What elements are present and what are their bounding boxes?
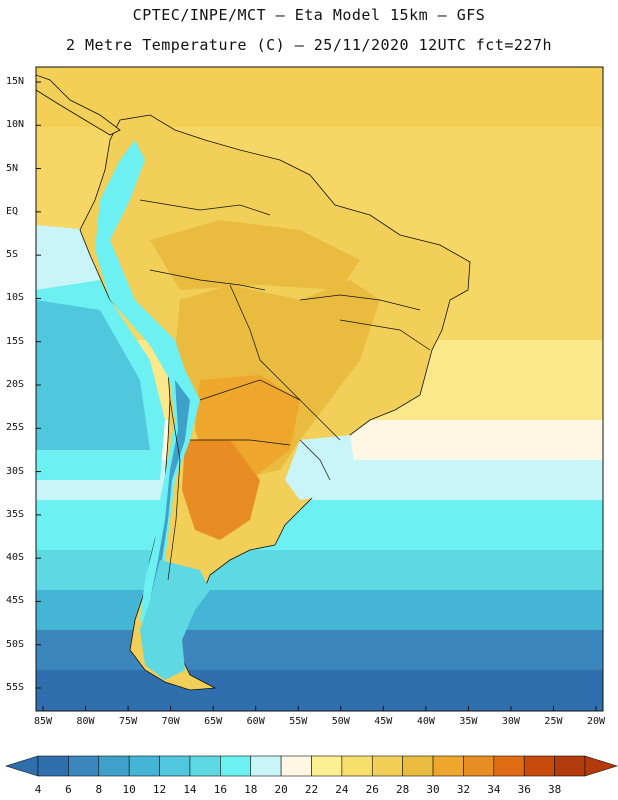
colorbar-swatch — [220, 755, 252, 777]
map-frame — [35, 66, 604, 712]
colorbar-swatch — [311, 755, 343, 777]
lon-label: 50W — [331, 716, 350, 727]
lon-label: 20W — [586, 716, 606, 727]
colorbar-label: 18 — [244, 783, 258, 796]
patagonia-cool-zone — [140, 560, 210, 680]
pacific-cool-water-2 — [36, 300, 150, 450]
south-brazil-cool-zone — [285, 435, 355, 500]
colorbar-swatch — [554, 755, 586, 777]
lat-label: 15N — [6, 76, 25, 87]
colorbar-label: 12 — [152, 783, 167, 796]
lat-label: 5S — [6, 249, 19, 261]
lon-label: 75W — [119, 716, 138, 727]
colorbar-label: 20 — [274, 783, 288, 796]
lat-label: 45S — [6, 595, 25, 607]
lon-label: 45W — [374, 716, 393, 727]
colorbar-swatch — [250, 755, 282, 777]
colorbar-swatch — [189, 755, 221, 777]
lat-label: 55S — [6, 682, 25, 693]
lat-label: 50S — [6, 638, 25, 650]
lon-label: 70W — [161, 716, 180, 727]
colorbar-swatch — [402, 755, 434, 777]
lon-label: 35W — [459, 716, 478, 727]
country-borders — [139, 199, 431, 581]
ocean-band-cold4 — [36, 630, 603, 670]
colorbar-label: 16 — [213, 783, 227, 796]
lat-label: 35S — [6, 508, 25, 520]
lon-label: 65W — [204, 716, 223, 727]
colorbar-label: 36 — [517, 783, 531, 796]
colorbar-swatch — [159, 755, 191, 777]
ocean-band-cold3 — [36, 590, 603, 630]
lon-label: 55W — [289, 716, 308, 727]
colorbar-swatch — [371, 755, 403, 777]
colorbar-arrow-high — [584, 755, 618, 777]
colorbar-swatch — [98, 755, 130, 777]
pacific-mild-water — [36, 225, 100, 290]
colorbar-label: 30 — [426, 783, 440, 796]
colorbar-swatch — [128, 755, 160, 777]
colorbar-swatch — [493, 755, 525, 777]
lat-label: 5N — [6, 162, 19, 174]
lat-label: 10N — [6, 119, 25, 131]
colorbar-swatch — [463, 755, 495, 777]
colorbar-label: 24 — [335, 783, 349, 796]
lon-label: 60W — [246, 716, 265, 727]
colorbar-label: 6 — [65, 783, 72, 796]
lat-label: 30S — [6, 465, 25, 477]
colorbar — [4, 755, 618, 777]
lat-label: 10S — [6, 292, 25, 304]
amazon-warm-zone — [150, 220, 360, 290]
lat-label: 20S — [6, 379, 25, 390]
andes-cool-spine — [95, 140, 200, 630]
colorbar-label: 28 — [396, 783, 410, 796]
colorbar-label: 38 — [547, 783, 562, 796]
colorbar-label: 34 — [487, 783, 501, 796]
colorbar-label: 8 — [95, 783, 103, 796]
lat-label: EQ — [6, 205, 19, 217]
lon-label: 30W — [501, 716, 520, 727]
colorbar-label: 10 — [122, 783, 136, 796]
colorbar-arrow-low — [4, 755, 39, 777]
ocean-band-cold1 — [36, 500, 603, 550]
lon-label: 85W — [33, 716, 53, 727]
map-title: CPTEC/INPE/MCT – Eta Model 15km – GFS — [132, 6, 486, 24]
map-subtitle: 2 Metre Temperature (C) – 25/11/2020 12U… — [65, 36, 553, 54]
colorbar-label: 26 — [365, 783, 379, 796]
lat-label: 15S — [6, 335, 25, 347]
ocean-band-cold5 — [36, 670, 603, 711]
colorbar-label: 14 — [183, 783, 197, 796]
central-america-land — [36, 74, 121, 136]
lat-label: 40S — [6, 552, 25, 564]
lon-label: 80W — [76, 716, 95, 727]
ocean-band-north-warm — [36, 67, 603, 127]
lon-label: 40W — [416, 716, 435, 727]
colorbar-swatch — [523, 755, 555, 777]
lat-label: 25S — [6, 422, 25, 434]
colorbar-label: 4 — [34, 783, 42, 796]
andes-cold-core — [150, 380, 190, 600]
colorbar-swatch — [280, 755, 312, 777]
colorbar-label: 22 — [304, 783, 319, 796]
colorbar-label: 32 — [456, 783, 471, 796]
colorbar-swatch — [68, 755, 100, 777]
colorbar-swatch — [341, 755, 373, 777]
argentina-hot-zone — [182, 440, 260, 540]
colorbar-swatch — [432, 755, 464, 777]
axis-ticks — [36, 81, 597, 711]
colorbar-swatch — [37, 755, 69, 777]
lon-label: 25W — [544, 716, 563, 727]
ocean-band-cold2 — [36, 550, 603, 590]
